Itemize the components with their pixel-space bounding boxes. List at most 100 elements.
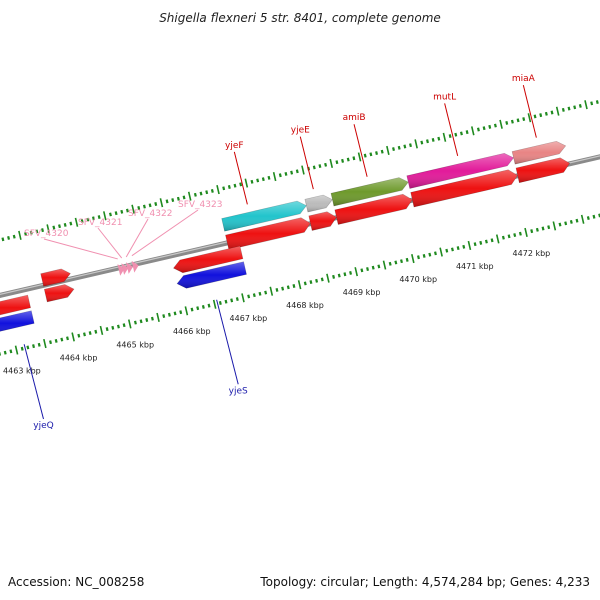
axis-tick-top: [86, 217, 90, 222]
axis-tick-top: [148, 203, 152, 208]
axis-tick-top: [578, 104, 582, 108]
pseudogene-label-SFV_4320[interactable]: SFV_4320: [24, 229, 69, 239]
axis-tick-bottom: [332, 274, 336, 279]
pseudogene-label-SFV_4322[interactable]: SFV_4322: [128, 209, 172, 219]
axis-tick-top: [527, 113, 532, 123]
axis-tick-top: [476, 127, 480, 132]
axis-tick-bottom: [337, 273, 341, 278]
axis-tick-top: [375, 151, 379, 155]
axis-tick-bottom: [558, 222, 562, 227]
pseudogene-label-SFV_4323[interactable]: SFV_4323: [178, 200, 222, 210]
axis-tick-bottom: [252, 293, 256, 298]
axis-tick-top: [227, 185, 231, 189]
axis-label-4463: 4463 kbp: [3, 366, 41, 375]
axis-tick-bottom: [281, 286, 285, 291]
axis-tick-bottom: [20, 346, 24, 351]
axis-tick-top: [205, 190, 209, 195]
axis-tick-bottom: [212, 299, 217, 309]
axis-tick-bottom: [88, 331, 92, 336]
axis-tick-top: [182, 195, 186, 200]
axis-tick-bottom: [122, 323, 126, 328]
axis-tick-bottom: [49, 340, 52, 345]
axis-tick-bottom: [564, 221, 568, 226]
pseudogene-SFV_4320-marker[interactable]: [117, 264, 125, 276]
axis-label-4469: 4469 kbp: [343, 288, 381, 297]
axis-tick-top: [567, 106, 571, 111]
axis-tick-top: [165, 199, 169, 204]
gene-label-mutL[interactable]: mutL: [433, 92, 456, 102]
pseudogene-SFV_4321-marker[interactable]: [121, 263, 129, 275]
axis-tick-top: [1, 237, 5, 242]
axis-tick-top: [459, 131, 463, 136]
axis-tick-top: [239, 182, 243, 187]
axis-tick-top: [341, 158, 345, 163]
leader-yjeS: [216, 299, 239, 385]
cds-yjeE-arrow-shade: [308, 211, 337, 231]
axis-tick-bottom: [349, 270, 353, 275]
gene-label-yjeE[interactable]: yjeE: [291, 126, 310, 136]
axis-tick-top: [97, 215, 101, 220]
axis-tick-bottom: [315, 278, 319, 283]
axis-tick-top: [595, 100, 599, 105]
gene-label-yjeS[interactable]: yjeS: [229, 386, 248, 396]
axis-tick-top: [52, 225, 56, 230]
axis-tick-top: [522, 117, 526, 121]
axis-tick-top: [470, 126, 475, 136]
axis-tick-bottom: [428, 252, 432, 257]
axis-tick-top: [324, 162, 328, 167]
axis-tick-top: [159, 198, 164, 208]
axis-tick-top: [426, 139, 429, 144]
axis-tick-top: [187, 191, 192, 201]
axis-tick-bottom: [230, 298, 234, 303]
axis-tick-bottom: [400, 259, 403, 264]
axis-tick-bottom: [450, 247, 454, 252]
axis-tick-bottom: [417, 255, 420, 260]
leader-yjeF: [233, 151, 248, 205]
gene-label-yjeQ[interactable]: yjeQ: [33, 421, 53, 431]
axis-label-4467: 4467 kbp: [230, 314, 268, 323]
leader-SFV_4323: [131, 209, 199, 257]
pseudogene-label-SFV_4321[interactable]: SFV_4321: [78, 218, 122, 228]
axis-tick-top: [420, 140, 424, 145]
axis-tick-top: [69, 221, 73, 226]
axis-tick-top: [108, 212, 112, 217]
axis-tick-bottom: [456, 246, 460, 251]
gene-label-miaA[interactable]: miaA: [512, 74, 536, 84]
axis-tick-bottom: [377, 264, 381, 269]
axis-tick-top: [488, 124, 492, 129]
axis-tick-bottom: [354, 267, 359, 277]
axis-tick-bottom: [43, 338, 47, 349]
axis-tick-bottom: [303, 281, 307, 286]
axis-tick-top: [35, 229, 39, 234]
axis-tick-top: [454, 132, 458, 137]
axis-tick-bottom: [218, 301, 222, 305]
axis-tick-bottom: [269, 286, 274, 296]
cds-yjeQ-arrow-shade: [0, 295, 31, 315]
gene-label-amiB[interactable]: amiB: [343, 113, 366, 123]
axis-tick-top: [120, 209, 124, 214]
axis-tick-bottom: [484, 239, 488, 244]
pseudogene-SFV_4323-marker[interactable]: [131, 260, 139, 273]
axis-tick-bottom: [411, 253, 415, 264]
axis-tick-top: [41, 228, 44, 233]
axis-tick-top: [465, 130, 469, 135]
pseudogene-SFV_4322-marker[interactable]: [126, 262, 133, 274]
axis-tick-top: [448, 134, 452, 138]
axis-tick-bottom: [14, 345, 19, 355]
axis-tick-top: [301, 165, 305, 175]
axis-tick-bottom: [547, 225, 551, 230]
axis-tick-bottom: [495, 234, 500, 244]
axis-tick-bottom: [133, 320, 137, 325]
gene-label-yjeF[interactable]: yjeF: [225, 141, 244, 151]
axis-tick-top: [7, 236, 11, 240]
axis-tick-bottom: [309, 280, 313, 285]
axis-tick-top: [318, 164, 322, 169]
axis-tick-top: [46, 224, 50, 234]
axis-tick-top: [392, 147, 395, 152]
axis-label-4464: 4464 kbp: [60, 353, 98, 362]
axis-tick-top: [244, 178, 249, 188]
axis-label-4468: 4468 kbp: [286, 301, 324, 310]
axis-tick-top: [533, 114, 537, 119]
axis-tick-top: [295, 169, 299, 174]
